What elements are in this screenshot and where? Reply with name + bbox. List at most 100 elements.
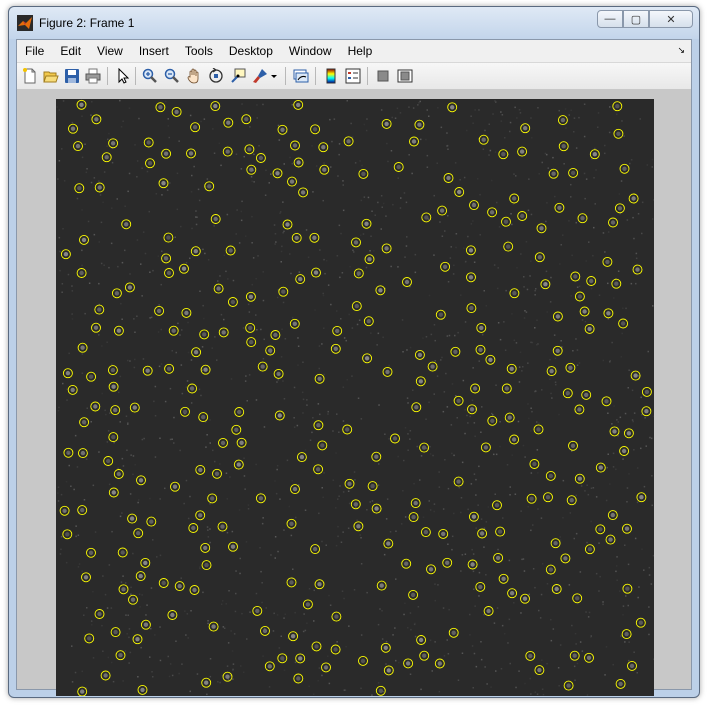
spot-marker [94,182,105,193]
spot-glow [267,664,272,669]
spot-glow [136,531,141,536]
spot-glow [638,620,643,625]
spot-marker [282,219,293,230]
select-arrow-icon[interactable] [114,67,132,85]
spot-glow [598,465,603,470]
spot-glow [570,170,576,176]
toolbar-separator [367,67,368,85]
spot-glow [404,279,410,285]
maximize-button[interactable]: ▢ [623,10,649,28]
spot-marker [362,353,373,364]
minimize-button[interactable]: — [597,10,623,28]
spot-glow [501,576,506,581]
hide-plot-tools-icon[interactable] [374,67,392,85]
spot-marker [351,237,361,248]
spot-marker [581,389,592,400]
spot-marker [121,219,132,230]
spot-glow [79,102,84,107]
spot-glow [93,325,99,330]
spot-marker [632,264,643,275]
pan-hand-icon[interactable] [185,67,203,85]
spot-marker [569,650,580,661]
spot-glow [555,348,560,353]
spot-marker [319,164,330,175]
spot-glow [207,184,212,189]
spot-glow [249,339,254,345]
spot-marker [260,625,270,636]
menu-view[interactable]: View [97,44,123,58]
menu-window[interactable]: Window [288,44,332,58]
spot-marker [218,437,228,448]
colorbar-icon[interactable] [322,67,340,85]
image-noise [56,99,654,696]
spot-glow [87,636,92,641]
spot-glow [299,454,305,460]
spot-marker [353,521,364,532]
title-bar[interactable]: Figure 2: Frame 1 — ▢ ✕ [9,7,699,39]
menu-desktop[interactable]: Desktop [228,44,273,58]
menu-help[interactable]: Help [347,44,373,58]
spot-marker [124,282,135,293]
spot-marker [443,173,454,183]
spot-glow [618,681,623,687]
spot-marker [480,442,491,453]
spot-marker [475,581,486,592]
close-button[interactable]: ✕ [649,10,693,28]
dock-figure-icon[interactable]: ↘ [677,45,685,55]
rotate-3d-icon[interactable] [207,67,225,85]
image-axes[interactable] [56,99,654,696]
new-figure-icon[interactable] [21,67,39,85]
menu-file[interactable]: File [25,44,45,58]
spot-marker [415,376,426,387]
menu-tools[interactable]: Tools [184,44,213,58]
menu-edit[interactable]: Edit [60,44,82,58]
spot-glow [471,202,477,208]
spot-marker [265,345,276,356]
spot-glow [456,479,461,484]
zoom-out-icon[interactable] [163,67,181,85]
spot-glow [314,644,319,649]
spot-glow [145,368,150,373]
spot-glow [386,541,391,546]
show-plot-tools-icon[interactable] [396,67,414,85]
spot-glow [182,409,188,414]
zoom-in-icon[interactable] [141,67,159,85]
brush-icon[interactable] [251,67,269,85]
spot-marker [548,168,559,179]
spot-glow [478,347,483,352]
spot-marker [570,271,581,282]
spot-glow [277,413,282,418]
spot-glow [405,661,411,666]
spot-glow [566,683,571,688]
spot-marker [342,424,353,435]
spot-marker [554,202,565,213]
spot-marker [225,245,236,256]
spot-glow [565,391,570,396]
spot-glow [361,171,366,177]
save-icon[interactable] [63,67,81,85]
legend-icon[interactable] [344,67,362,85]
spot-marker [534,252,545,263]
brush-dropdown-icon[interactable] [269,67,279,85]
data-cursor-icon[interactable] [229,67,247,85]
spot-glow [103,673,108,678]
spot-marker [485,354,496,365]
spot-marker [546,366,557,377]
spot-marker [566,495,577,506]
spot-marker [94,304,105,315]
spot-glow [621,448,627,454]
open-file-icon[interactable] [42,67,60,85]
spot-glow [166,366,172,371]
spot-marker [344,478,355,489]
link-plot-icon[interactable] [292,67,310,85]
spot-glow [512,291,517,296]
spot-glow [631,196,636,201]
spot-marker [414,119,425,130]
spot-glow [635,267,640,272]
print-icon[interactable] [84,67,102,85]
spot-marker [117,547,128,558]
spot-glow [66,450,71,455]
spot-glow [312,235,317,240]
spot-glow [644,409,649,414]
menu-insert[interactable]: Insert [138,44,169,58]
